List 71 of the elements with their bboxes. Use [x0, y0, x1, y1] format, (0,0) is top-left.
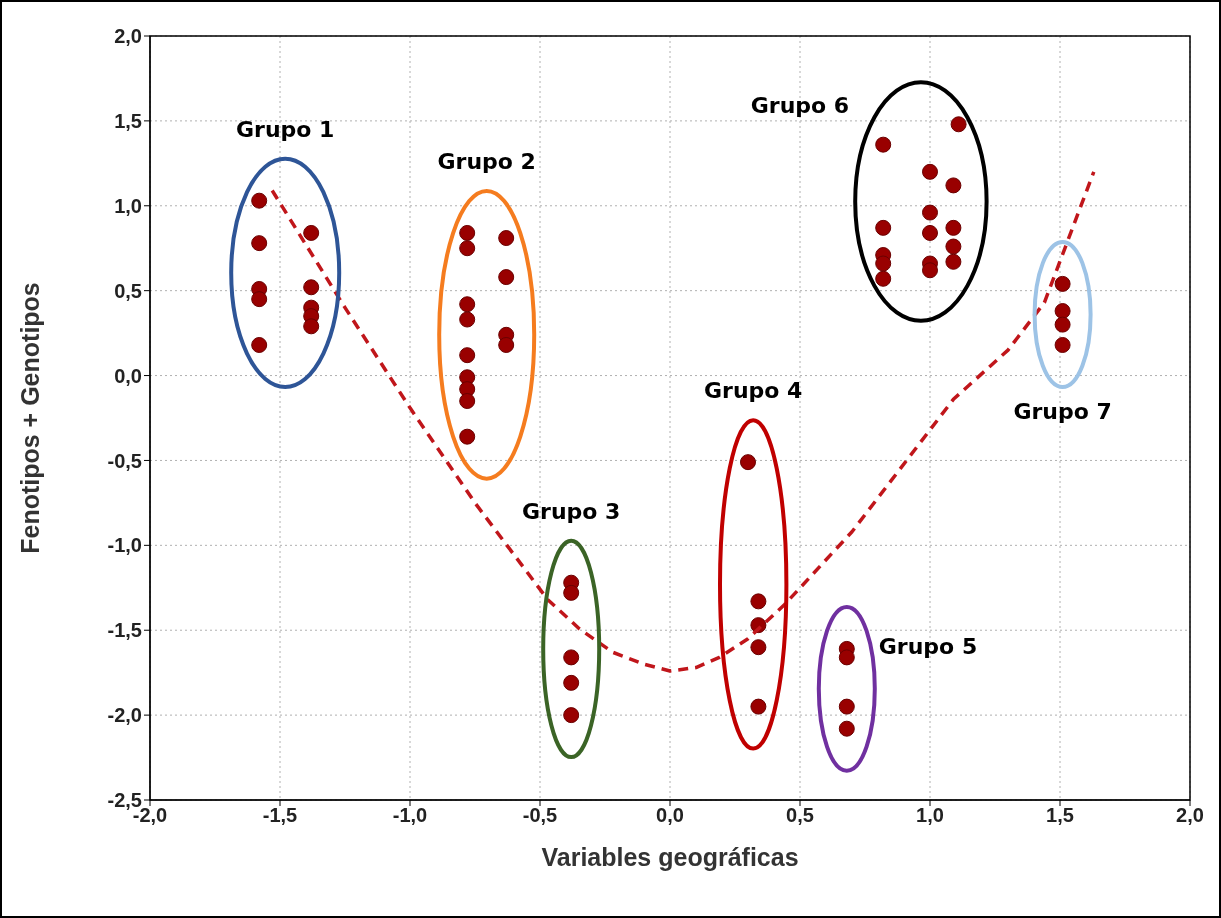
y-tick-label: 1,5: [114, 109, 142, 132]
x-tick-label: 1,5: [1046, 804, 1074, 827]
point: [563, 707, 580, 724]
text: Grupo 4: [704, 378, 803, 404]
point: [459, 224, 476, 241]
x-tick-label: -1,0: [392, 804, 428, 827]
y-axis-title: Fenotipos + Genotipos: [15, 282, 44, 554]
x-tick-label: 0,0: [656, 804, 684, 827]
point: [303, 279, 320, 296]
x-tick-label: -0,5: [522, 804, 558, 827]
x-tick-label: -1,5: [262, 804, 298, 827]
x-tick-label: 0,5: [786, 804, 814, 827]
point: [498, 269, 515, 286]
point: [740, 454, 756, 471]
y-tick-label: -2,0: [107, 704, 142, 727]
point: [875, 255, 892, 272]
x-tick-label: 1,0: [916, 804, 944, 827]
series-label: Grupo 6: [750, 93, 850, 119]
point: [1054, 275, 1071, 292]
point: [875, 136, 892, 153]
point: [1054, 303, 1071, 320]
point: [303, 224, 320, 241]
point: [922, 262, 938, 279]
point: [251, 235, 268, 252]
point: [498, 337, 515, 353]
point: [1054, 337, 1071, 353]
text: Grupo 1: [236, 116, 335, 142]
point: [459, 393, 476, 410]
point: [251, 192, 268, 209]
y-tick-label: -1,5: [107, 619, 142, 642]
y-tick-label: 0,5: [114, 279, 142, 302]
point: [945, 238, 962, 255]
point: [459, 428, 476, 445]
y-tick-label: -1,0: [107, 534, 142, 557]
point: [945, 177, 962, 194]
x-axis-title: Variables geográficas: [541, 843, 799, 871]
point: [251, 291, 268, 308]
point: [1054, 316, 1071, 333]
point: [459, 240, 476, 257]
point: [922, 204, 938, 221]
point: [922, 163, 938, 180]
point: [459, 296, 476, 313]
point: [563, 674, 580, 691]
point: [498, 230, 515, 247]
point: [875, 219, 892, 236]
point: [838, 698, 855, 715]
point: [251, 337, 268, 353]
series-label: Grupo 5: [878, 633, 978, 659]
point: [563, 584, 580, 601]
text: Grupo 3: [522, 498, 621, 524]
point: [838, 720, 855, 737]
point: [459, 347, 476, 364]
y-tick-label: 0,0: [114, 364, 142, 387]
point: [945, 219, 962, 236]
y-tick-label: 2,0: [114, 25, 142, 48]
text: Grupo 2: [437, 148, 536, 174]
point: [303, 318, 320, 335]
point: [563, 649, 580, 666]
point: [838, 649, 855, 666]
y-tick-label: 1,0: [114, 194, 142, 217]
point: [459, 311, 476, 328]
point: [945, 253, 962, 270]
y-tick-label: -0,5: [107, 449, 142, 472]
x-tick-label: 2,0: [1176, 804, 1204, 827]
point: [875, 270, 892, 287]
text: Grupo 7: [1013, 399, 1112, 424]
point: [950, 116, 967, 133]
point: [922, 224, 938, 241]
point: [750, 593, 767, 610]
point: [750, 639, 767, 656]
point: [750, 698, 767, 715]
